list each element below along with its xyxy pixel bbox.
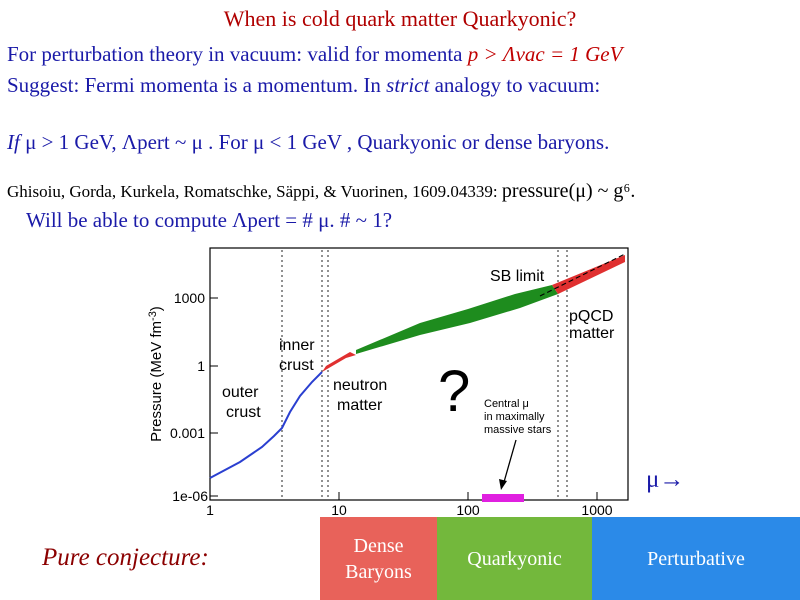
xtick-10: 10 [331, 502, 347, 518]
quarkyonic-label: Quarkyonic [467, 547, 562, 570]
ytick-0001: 0.001 [170, 425, 205, 441]
inner-crust-band [322, 352, 356, 372]
outer-crust-curve [209, 371, 323, 479]
quarkyonic-region: Quarkyonic [437, 517, 592, 600]
compute-line: Will be able to compute Λpert = # μ. # ~… [26, 208, 393, 232]
mu-direction-arrow: μ→ [646, 466, 685, 493]
perturbation-text: For perturbation theory in vacuum: valid… [7, 42, 468, 66]
perturbation-line: For perturbation theory in vacuum: valid… [7, 42, 622, 67]
y-tick-marks [210, 297, 218, 497]
central-mu-arrowhead [499, 479, 507, 490]
x-tick-marks [338, 492, 598, 500]
conjecture-condition-line: If μ > 1 GeV, Λpert ~ μ . For μ < 1 GeV … [7, 130, 609, 155]
question-mark: ? [438, 359, 470, 424]
neutron-star-band [356, 285, 558, 354]
suggest-text: Suggest: Fermi momenta is a momentum. In [7, 73, 387, 97]
inner-crust-label-2: crust [279, 357, 314, 374]
central-mu-label-3: massive stars [484, 424, 552, 436]
ytick-1: 1 [197, 358, 205, 374]
xtick-1: 1 [206, 502, 214, 518]
y-axis-label: Pressure (MeV fm-3) [147, 306, 165, 442]
pqcd-band [552, 255, 625, 294]
baryons-label: Baryons [345, 560, 412, 583]
ytick-1e-06: 1e-06 [172, 488, 208, 504]
central-mu-label-1: Central μ [484, 398, 529, 410]
condition-text: μ > 1 GeV, Λpert ~ μ . For μ < 1 GeV , Q… [19, 130, 610, 154]
outer-crust-label-2: crust [226, 404, 261, 421]
slide-title: When is cold quark matter Quarkyonic? [223, 6, 577, 31]
momentum-condition: p > Λvac = 1 GeV [467, 42, 623, 66]
strict-word: strict [386, 73, 430, 97]
outer-crust-label-1: outer [222, 384, 259, 401]
authors-citation: Ghisoiu, Gorda, Kurkela, Romatschke, Säp… [7, 182, 502, 201]
pressure-formula: pressure(μ) ~ g⁶. [501, 180, 636, 202]
perturbative-region: Perturbative [592, 517, 800, 600]
neutron-matter-label-2: matter [337, 397, 383, 414]
xtick-1000: 1000 [581, 502, 612, 518]
region-dividers [281, 250, 568, 498]
ytick-1000: 1000 [174, 290, 205, 306]
xtick-100: 100 [456, 502, 480, 518]
plot-frame [209, 247, 629, 501]
dense-baryons-region: Dense Baryons [320, 517, 437, 600]
pressure-figure: 1000 1 0.001 1e-06 1 10 100 1000 Pressur… [147, 247, 629, 518]
neutron-matter-label-1: neutron [333, 377, 387, 394]
central-mu-arrow [503, 439, 517, 483]
reference-line: Ghisoiu, Gorda, Kurkela, Romatschke, Säp… [7, 180, 635, 203]
pure-conjecture-label: Pure conjecture: [42, 544, 209, 571]
if-word: If [7, 130, 20, 154]
suggest-line: Suggest: Fermi momenta is a momentum. In… [7, 73, 600, 98]
pqcd-label: pQCD [569, 308, 613, 325]
central-mu-marker [482, 494, 524, 502]
sb-limit-label: SB limit [490, 268, 545, 285]
dense-label: Dense [353, 534, 404, 557]
central-mu-label-2: in maximally [484, 411, 545, 423]
pqcd-matter-label: matter [569, 325, 615, 342]
perturbative-label: Perturbative [647, 547, 745, 570]
suggest-tail: analogy to vacuum: [429, 73, 601, 97]
inner-crust-label-1: inner [279, 337, 315, 354]
